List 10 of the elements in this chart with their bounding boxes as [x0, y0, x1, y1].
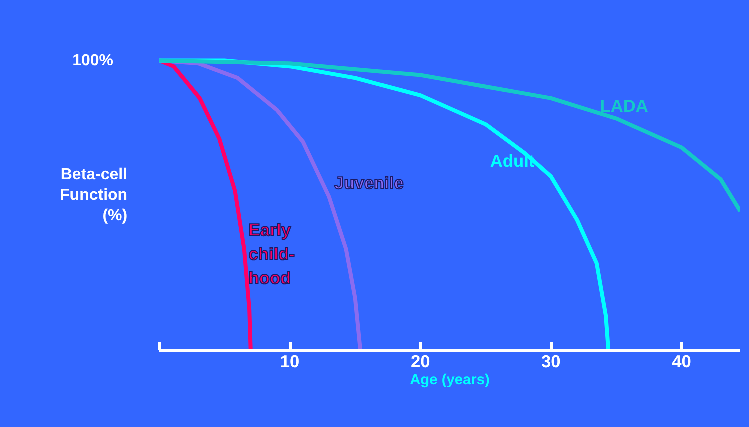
series-label: Early child- hood	[248, 220, 296, 288]
text: 100%	[72, 52, 114, 70]
series-label: LADA	[600, 96, 649, 116]
x-tick-label: 10	[280, 352, 300, 372]
x-tick-label: 40	[672, 352, 692, 372]
series-label: Juvenile	[334, 173, 404, 194]
x-tick-label: 30	[542, 352, 561, 372]
x-axis-title: Age (years)	[410, 372, 490, 388]
y-axis-title: Beta-cell Function (%)	[60, 166, 128, 224]
x-tick-label: 20	[410, 352, 430, 372]
